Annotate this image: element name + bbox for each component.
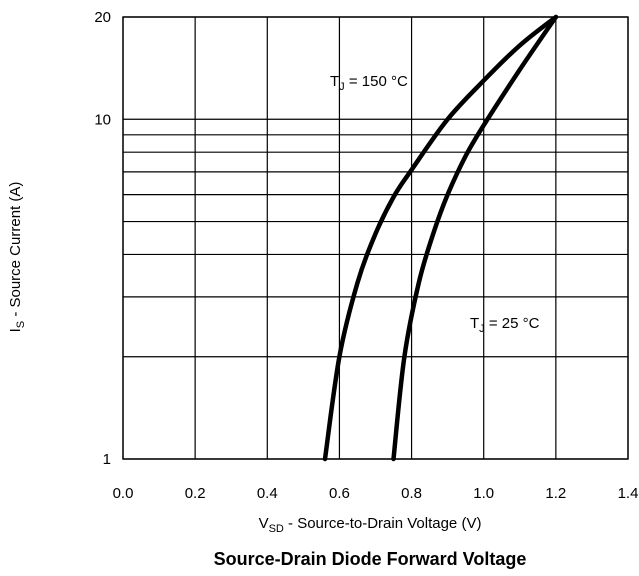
x-tick-label: 1.2 xyxy=(545,485,566,502)
y-tick-label: 20 xyxy=(94,9,111,26)
chart-caption: Source-Drain Diode Forward Voltage xyxy=(214,549,527,569)
y-tick-label: 10 xyxy=(94,111,111,128)
y-tick-label: 1 xyxy=(103,451,111,468)
x-tick-label: 1.0 xyxy=(473,485,494,502)
x-tick-label: 0.0 xyxy=(113,485,134,502)
series-label-tj-150: TJ = 150 °C xyxy=(330,73,408,93)
x-axis-label: VSD - Source-to-Drain Voltage (V) xyxy=(259,515,482,535)
series-label-tj-25: TJ = 25 °C xyxy=(470,315,540,335)
y-axis-ticks: 20 10 1 xyxy=(94,9,111,468)
x-tick-label: 0.6 xyxy=(329,485,350,502)
x-tick-label: 0.2 xyxy=(185,485,206,502)
x-tick-label: 0.4 xyxy=(257,485,278,502)
y-axis-label: IS - Source Current (A) xyxy=(7,182,27,333)
series-curves xyxy=(322,14,559,462)
series-curve-tj-25 xyxy=(391,14,559,462)
x-tick-label: 0.8 xyxy=(401,485,422,502)
x-axis-ticks: 0.0 0.2 0.4 0.6 0.8 1.0 1.2 1.4 xyxy=(113,485,639,502)
grid xyxy=(122,16,629,460)
x-tick-label: 1.4 xyxy=(618,485,639,502)
plot-frame xyxy=(122,16,629,460)
series-curve-tj-150 xyxy=(322,14,559,462)
